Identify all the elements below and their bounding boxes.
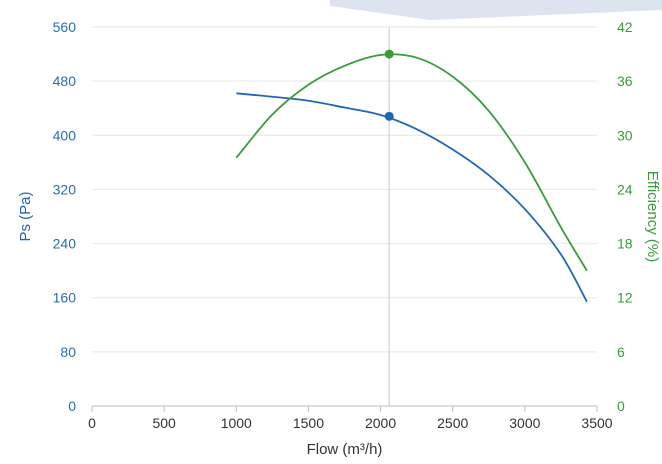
y-left-tick-label: 0 <box>68 398 76 414</box>
y-right-tick-label: 30 <box>617 127 633 143</box>
x-axis-title: Flow (m³/h) <box>307 441 383 458</box>
y-left-tick-label: 480 <box>53 73 77 89</box>
x-tick-label: 2000 <box>365 415 396 431</box>
x-tick-label: 500 <box>152 415 176 431</box>
y-left-tick-label: 240 <box>53 236 77 252</box>
pressure-series-line <box>236 92 588 303</box>
y-axis-left-title: Ps (Pa) <box>17 191 34 241</box>
x-tick-label: 2500 <box>437 415 468 431</box>
y-left-tick-label: 320 <box>53 181 77 197</box>
series-lines <box>235 53 588 303</box>
efficiency-marker-point <box>384 49 394 59</box>
y-right-tick-label: 24 <box>617 181 633 197</box>
y-right-tick-label: 36 <box>617 73 633 89</box>
y-left-tick-label: 160 <box>53 290 77 306</box>
y-right-tick-label: 6 <box>617 344 625 360</box>
axes <box>91 405 598 412</box>
y-right-tick-label: 42 <box>617 19 633 35</box>
x-tick-label: 3500 <box>581 415 612 431</box>
efficiency-series-line <box>235 53 588 272</box>
y-right-tick-label: 0 <box>617 398 625 414</box>
y-left-tick-label: 560 <box>53 19 77 35</box>
y-left-tick-label: 80 <box>60 344 76 360</box>
x-tick-label: 1500 <box>293 415 324 431</box>
y-axis-right-title: Efficiency (%) <box>644 171 661 262</box>
x-tick-label: 0 <box>88 415 96 431</box>
y-right-tick-label: 12 <box>617 290 633 306</box>
grid-lines <box>92 26 597 353</box>
y-right-tick-label: 18 <box>617 236 633 252</box>
hover-crosshair <box>384 27 394 406</box>
x-tick-label: 3000 <box>509 415 540 431</box>
x-tick-label: 1000 <box>221 415 252 431</box>
y-left-tick-label: 400 <box>53 127 77 143</box>
pressure-marker-point <box>384 111 394 121</box>
